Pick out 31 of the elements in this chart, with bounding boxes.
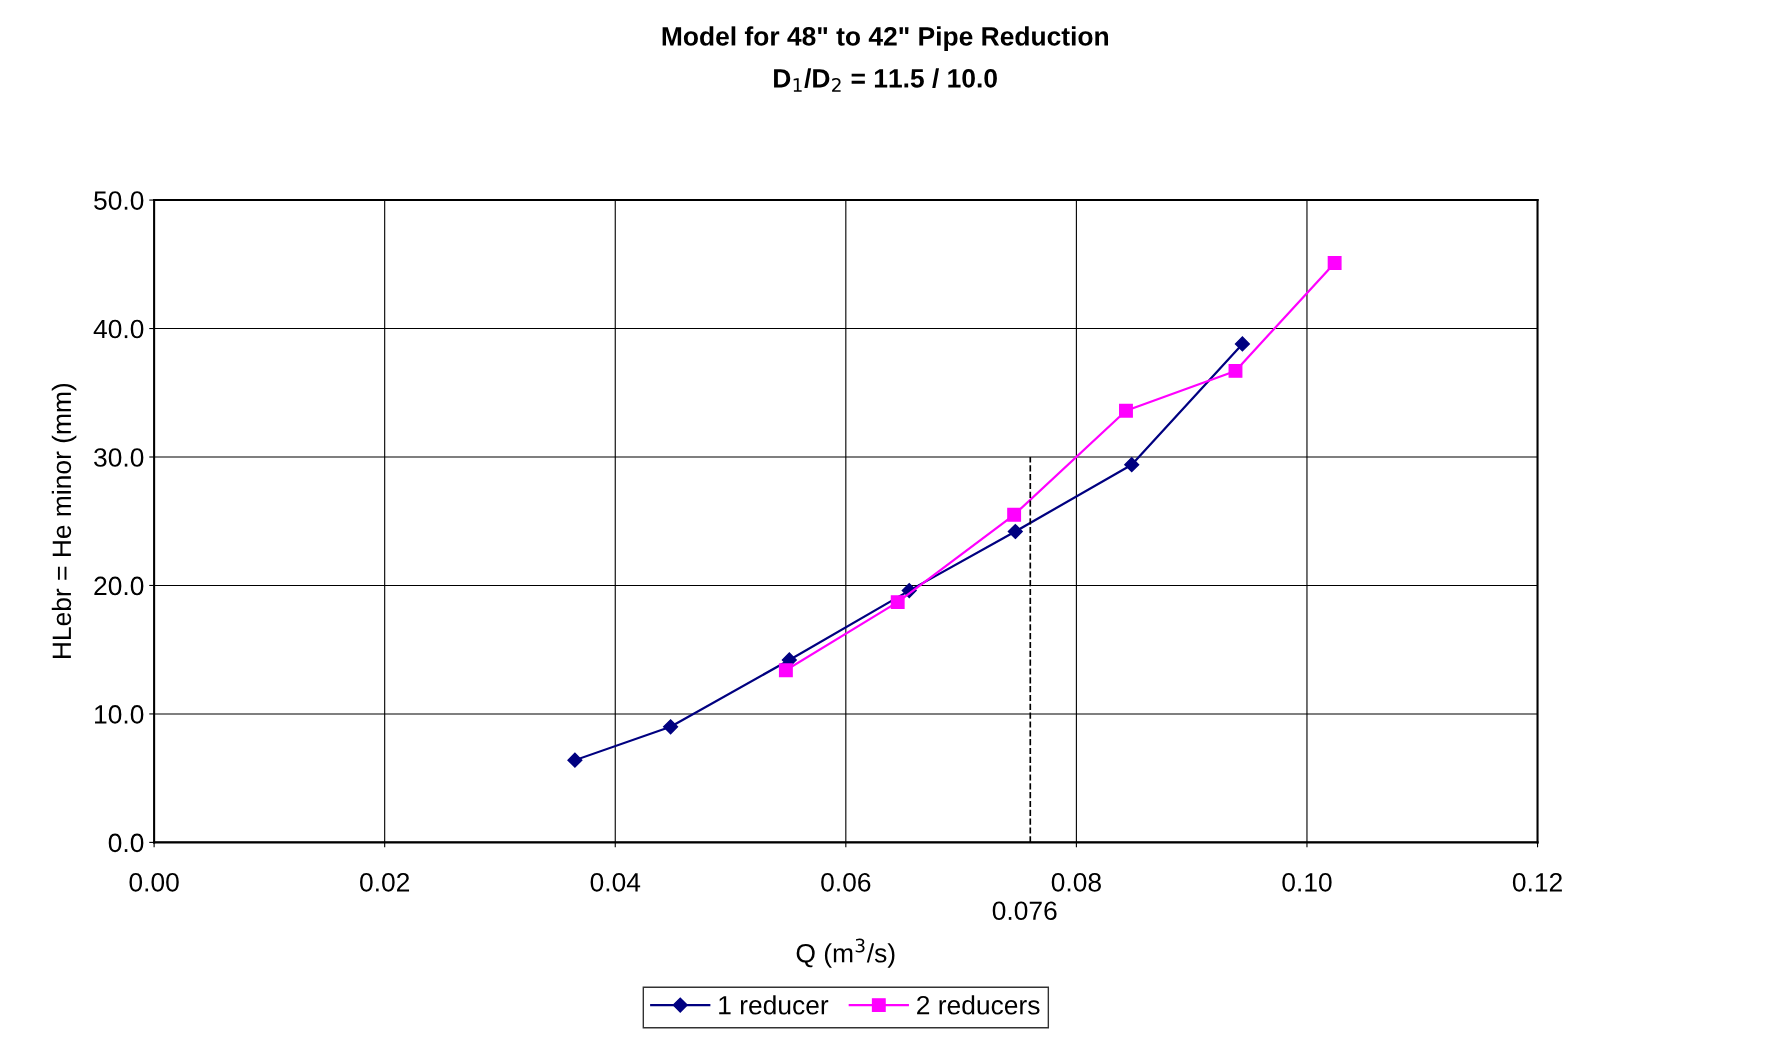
- annotation: 0.076: [992, 901, 1057, 921]
- y-tick-label: 50.0: [94, 191, 144, 210]
- point: [1119, 403, 1133, 418]
- x-tick-label: 0.02: [360, 872, 410, 892]
- x-tick-label: 0.12: [1512, 872, 1562, 892]
- x-tick-label: 0.06: [821, 872, 871, 892]
- point: [1228, 363, 1243, 378]
- point: [778, 663, 793, 678]
- point: [890, 595, 905, 610]
- point: [1007, 523, 1023, 540]
- point: [1007, 507, 1022, 522]
- x-tick-label: 0.10: [1282, 872, 1332, 892]
- x-tick-label: 0.08: [1051, 872, 1101, 892]
- legend-label: 1 reducer: [719, 995, 829, 1015]
- point: [1124, 457, 1140, 473]
- chart-title: Model for 48" to 42" Pipe Reduction: [662, 26, 1109, 51]
- y-axis-title: HLebr = He minor (mm): [51, 383, 77, 658]
- x-axis-title: Q (m$^{3}$/s): [796, 938, 895, 968]
- point: [1234, 336, 1250, 352]
- x-tick-label: 0.00: [129, 872, 179, 892]
- y-tick-label: 10.0: [95, 705, 144, 724]
- y-tick-label: 40.0: [93, 319, 144, 339]
- y-tick-label: 0.0: [108, 833, 144, 853]
- chart-subtitle: D$_{1}$/D$_{2}$ = 11.5 / 10.0: [774, 68, 997, 92]
- y-tick-label: 20.0: [94, 576, 144, 596]
- point: [663, 719, 679, 735]
- legend-label: 2 reducers: [917, 995, 1040, 1015]
- y-tick-label: 30.0: [94, 448, 144, 467]
- x-tick-label: 0.04: [590, 872, 641, 892]
- point: [567, 752, 583, 768]
- point: [1327, 256, 1342, 270]
